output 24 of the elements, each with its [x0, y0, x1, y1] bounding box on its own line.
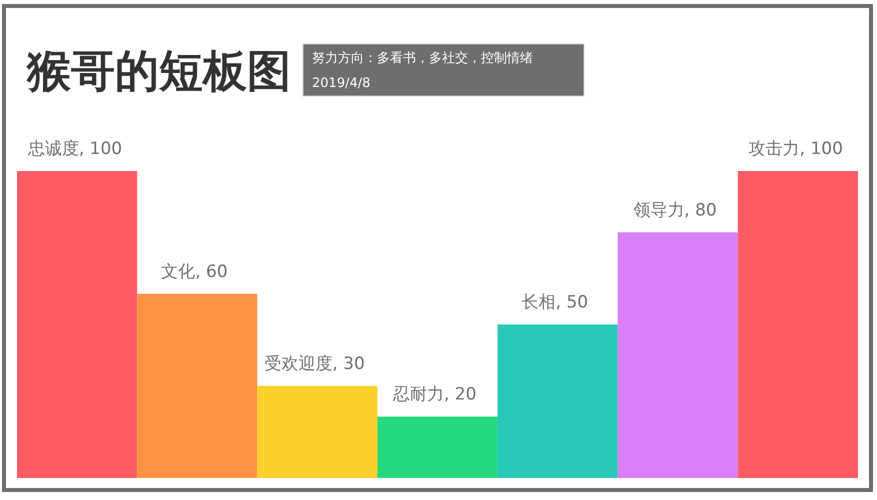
chart-subtitle: 努力方向：多看书，多社交，控制情绪	[312, 50, 533, 66]
chart-title: 猴哥的短板图	[26, 46, 291, 97]
bar	[17, 171, 138, 478]
data-label: , 60	[195, 262, 228, 282]
x-tick-label: 攻击力	[748, 139, 800, 159]
data-label: , 30	[332, 354, 365, 374]
x-tick-label: 忍耐力	[392, 384, 444, 405]
bar	[257, 386, 378, 478]
x-tick-label: 忠诚度	[26, 139, 79, 159]
data-label: , 50	[556, 292, 588, 312]
bar	[618, 232, 738, 478]
data-label: , 100	[78, 139, 122, 159]
data-label: , 20	[444, 384, 476, 405]
bar	[137, 294, 258, 478]
x-tick-label: 长相	[522, 292, 556, 312]
text: 2019/4/8	[312, 76, 370, 91]
bar	[738, 171, 858, 478]
bar	[498, 324, 618, 478]
x-tick-label: 领导力	[633, 200, 684, 220]
bar	[377, 416, 498, 478]
data-label: , 100	[800, 139, 843, 159]
x-tick-label: 文化	[161, 262, 196, 282]
x-tick-label: 受欢迎度	[264, 354, 332, 374]
data-label: , 80	[684, 200, 717, 220]
